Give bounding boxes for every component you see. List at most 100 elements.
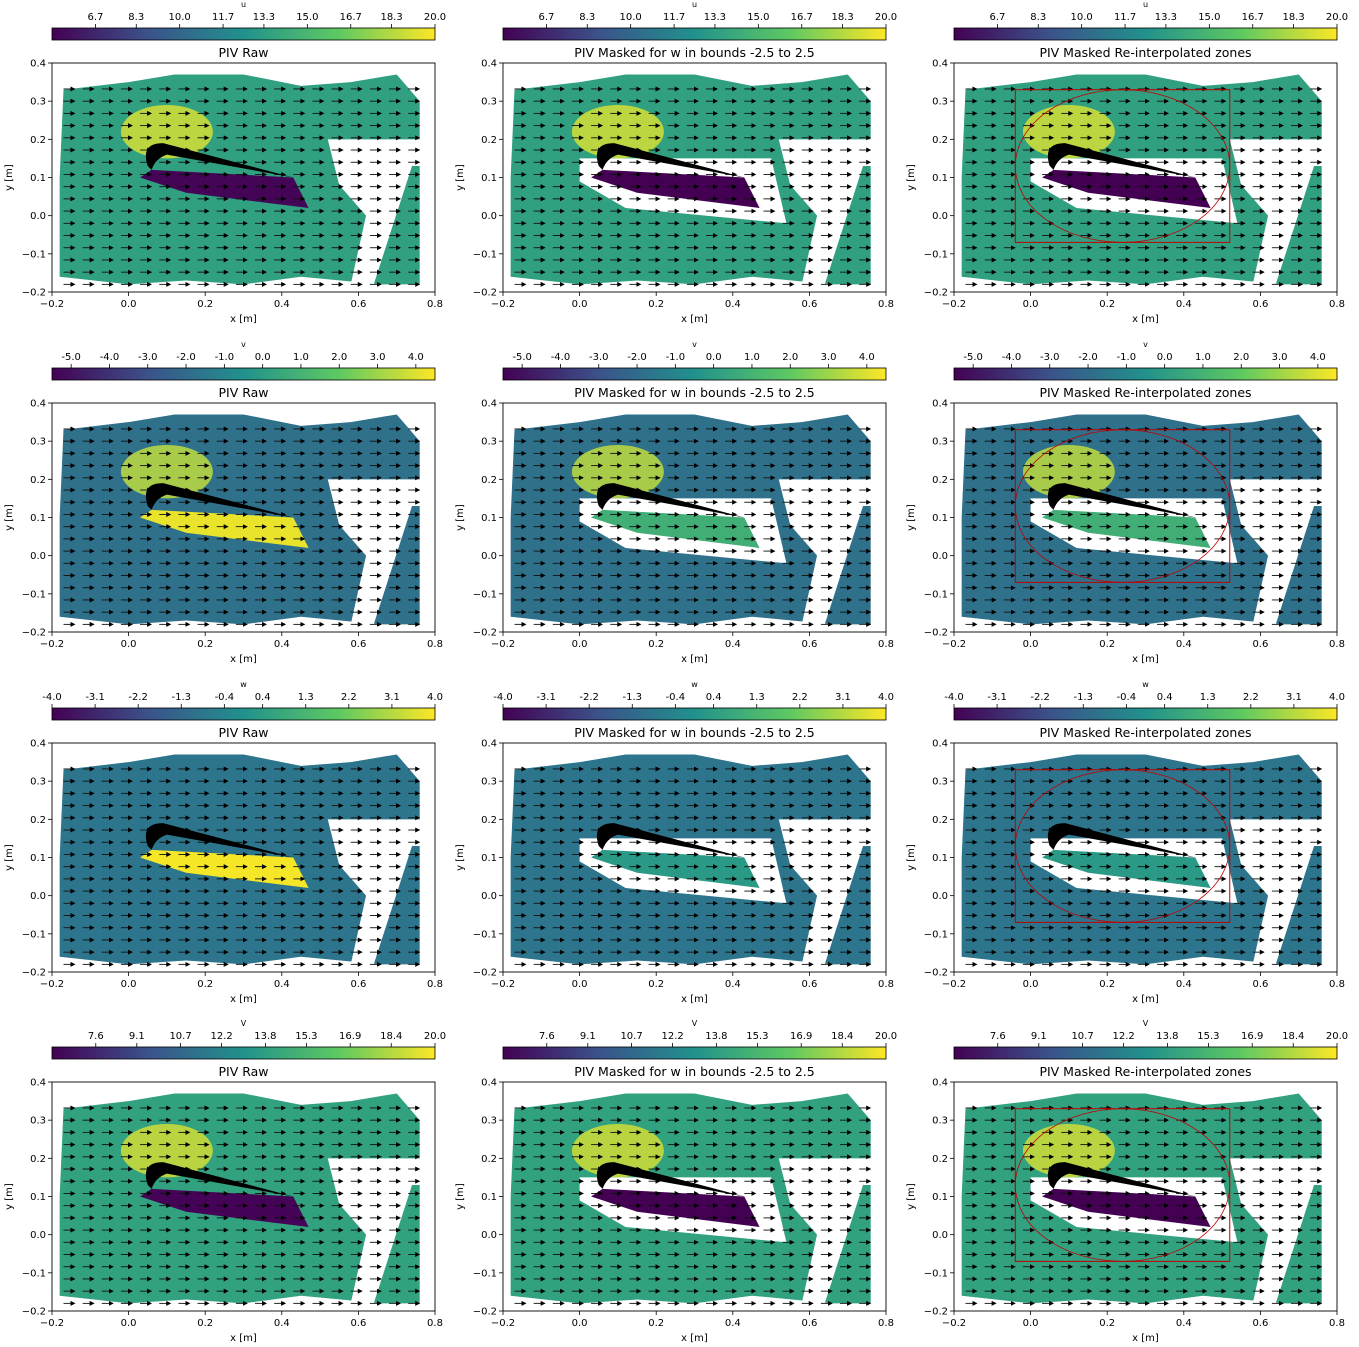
wing-shape [1047, 1162, 1196, 1197]
colorbar-tick-label: -2.2 [1030, 692, 1050, 703]
y-tick-label: 0.3 [30, 97, 46, 108]
colorbar [953, 367, 1338, 381]
x-tick-label: 0.6 [1252, 299, 1268, 310]
colorbar-tick-label: 1.0 [293, 352, 309, 363]
colorbar-tick-label: -1.3 [1074, 692, 1094, 703]
x-tick-label: 0.2 [1099, 639, 1115, 650]
colorbar-tick-label: 0.0 [706, 352, 722, 363]
y-tick-label: −0.2 [473, 968, 497, 979]
colorbar-tick-label: 3.1 [1286, 692, 1302, 703]
panel-title: PIV Raw [218, 725, 268, 740]
panel-title: PIV Masked Re-interpolated zones [1039, 45, 1251, 60]
x-axis-label: x [m] [1132, 994, 1159, 1005]
colorbar [502, 1046, 887, 1060]
y-tick-label: 0.4 [481, 399, 497, 410]
x-tick-label: −0.2 [40, 299, 64, 310]
colorbar-label: V [692, 1019, 698, 1028]
x-tick-label: 0.6 [350, 1318, 366, 1329]
y-tick-label: −0.1 [473, 929, 497, 940]
y-tick-label: 0.0 [932, 1230, 948, 1241]
colorbar-tick-label: 4.0 [878, 692, 894, 703]
quiver-arrows [965, 1105, 1323, 1306]
colorbar-tick-label: 7.6 [990, 1031, 1006, 1042]
colorbar-tick-label: 11.7 [663, 12, 685, 23]
panel-u-3: u 6.7 8.3 10.0 11.7 13.3 15.0 16.7 18.3 20.0 PIV M… [906, 0, 1348, 325]
colorbar-tick-label: 18.4 [1282, 1031, 1304, 1042]
colorbar-tick-label: 15.0 [1198, 12, 1220, 23]
x-tick-label: 0.0 [121, 979, 137, 990]
x-tick-label: 0.0 [572, 1318, 588, 1329]
colorbar-label: u [1143, 0, 1148, 9]
y-tick-label: −0.2 [473, 628, 497, 639]
x-tick-label: 0.6 [801, 1318, 817, 1329]
quiver-arrows [63, 86, 421, 287]
y-tick-label: 0.3 [932, 437, 948, 448]
y-axis-label: y [m] [906, 1183, 917, 1210]
leading-edge-region [571, 444, 664, 499]
colorbar-tick-label: 0.4 [706, 692, 722, 703]
x-tick-label: 0.0 [1023, 1318, 1039, 1329]
y-tick-label: 0.4 [932, 59, 948, 70]
x-tick-label: 0.0 [121, 1318, 137, 1329]
x-axis-label: x [m] [681, 1333, 708, 1344]
y-tick-label: 0.4 [481, 59, 497, 70]
colorbar-tick-label: 13.3 [1155, 12, 1177, 23]
colorbar [502, 367, 887, 381]
colorbar-tick-label: 3.1 [835, 692, 851, 703]
x-tick-label: 0.8 [427, 299, 443, 310]
y-tick-label: 0.1 [932, 513, 948, 524]
y-tick-label: 0.2 [30, 475, 46, 486]
y-tick-label: 0.3 [932, 97, 948, 108]
colorbar-tick-label: 15.0 [296, 12, 318, 23]
x-tick-label: 0.8 [878, 979, 894, 990]
x-axis-label: x [m] [1132, 314, 1159, 325]
x-tick-label: 0.2 [648, 979, 664, 990]
colorbar-tick-label: -5.0 [61, 352, 81, 363]
colorbar-tick-label: 6.7 [989, 12, 1005, 23]
y-axis-label: y [m] [455, 844, 466, 871]
quiver-arrows [514, 86, 872, 287]
x-tick-label: 0.2 [648, 639, 664, 650]
x-tick-label: 0.4 [274, 299, 290, 310]
y-tick-label: 0.4 [30, 1078, 46, 1089]
y-tick-label: 0.1 [481, 513, 497, 524]
colorbar-tick-label: 0.0 [255, 352, 271, 363]
panel-u-2: u 6.7 8.3 10.0 11.7 13.3 15.0 16.7 18.3 20.0 PIV M… [455, 0, 897, 325]
colorbar-tick-label: 1.0 [744, 352, 760, 363]
colorbar-tick-label: 8.3 [579, 12, 595, 23]
x-tick-label: 0.2 [197, 979, 213, 990]
colorbar [51, 1046, 436, 1060]
x-tick-label: 0.2 [1099, 1318, 1115, 1329]
colorbar-tick-label: 20.0 [424, 12, 446, 23]
y-tick-label: −0.1 [924, 929, 948, 940]
y-tick-label: −0.1 [473, 249, 497, 260]
panel-v-2: v -5.0 -4.0 -3.0 -2.0 -1.0 0.0 1.0 2.0 3.0 4.0 PIV … [455, 340, 894, 665]
colorbar-tick-label: 4.0 [408, 352, 424, 363]
x-tick-label: 0.8 [878, 1318, 894, 1329]
colorbar-tick-label: 9.1 [129, 1031, 145, 1042]
y-tick-label: −0.1 [22, 249, 46, 260]
x-tick-label: 0.4 [725, 299, 741, 310]
colorbar-tick-label: 10.7 [620, 1031, 642, 1042]
x-tick-label: 0.0 [572, 979, 588, 990]
y-tick-label: 0.0 [30, 551, 46, 562]
colorbar-tick-label: 2.2 [1243, 692, 1259, 703]
y-tick-label: −0.1 [22, 1268, 46, 1279]
panel-v-2: V 7.6 9.1 10.7 12.2 13.8 15.3 16.9 18.4 20.0 PIV M… [455, 1019, 897, 1344]
x-axis-label: x [m] [681, 654, 708, 665]
leading-edge-region [1022, 784, 1115, 839]
colorbar-tick-label: 0.4 [1157, 692, 1173, 703]
y-tick-label: 0.0 [481, 211, 497, 222]
colorbar-label: w [691, 680, 698, 689]
colorbar-tick-label: 16.7 [340, 12, 362, 23]
y-tick-label: 0.3 [30, 777, 46, 788]
x-tick-label: 0.0 [121, 639, 137, 650]
colorbar-tick-label: 2.0 [331, 352, 347, 363]
reinterp-zone-ellipse [1014, 1108, 1231, 1262]
y-tick-label: 0.3 [932, 777, 948, 788]
y-tick-label: 0.1 [30, 1192, 46, 1203]
y-tick-label: 0.0 [481, 1230, 497, 1241]
colorbar-tick-label: 0.0 [1157, 352, 1173, 363]
y-tick-label: 0.3 [30, 437, 46, 448]
colorbar-tick-label: 7.6 [539, 1031, 555, 1042]
